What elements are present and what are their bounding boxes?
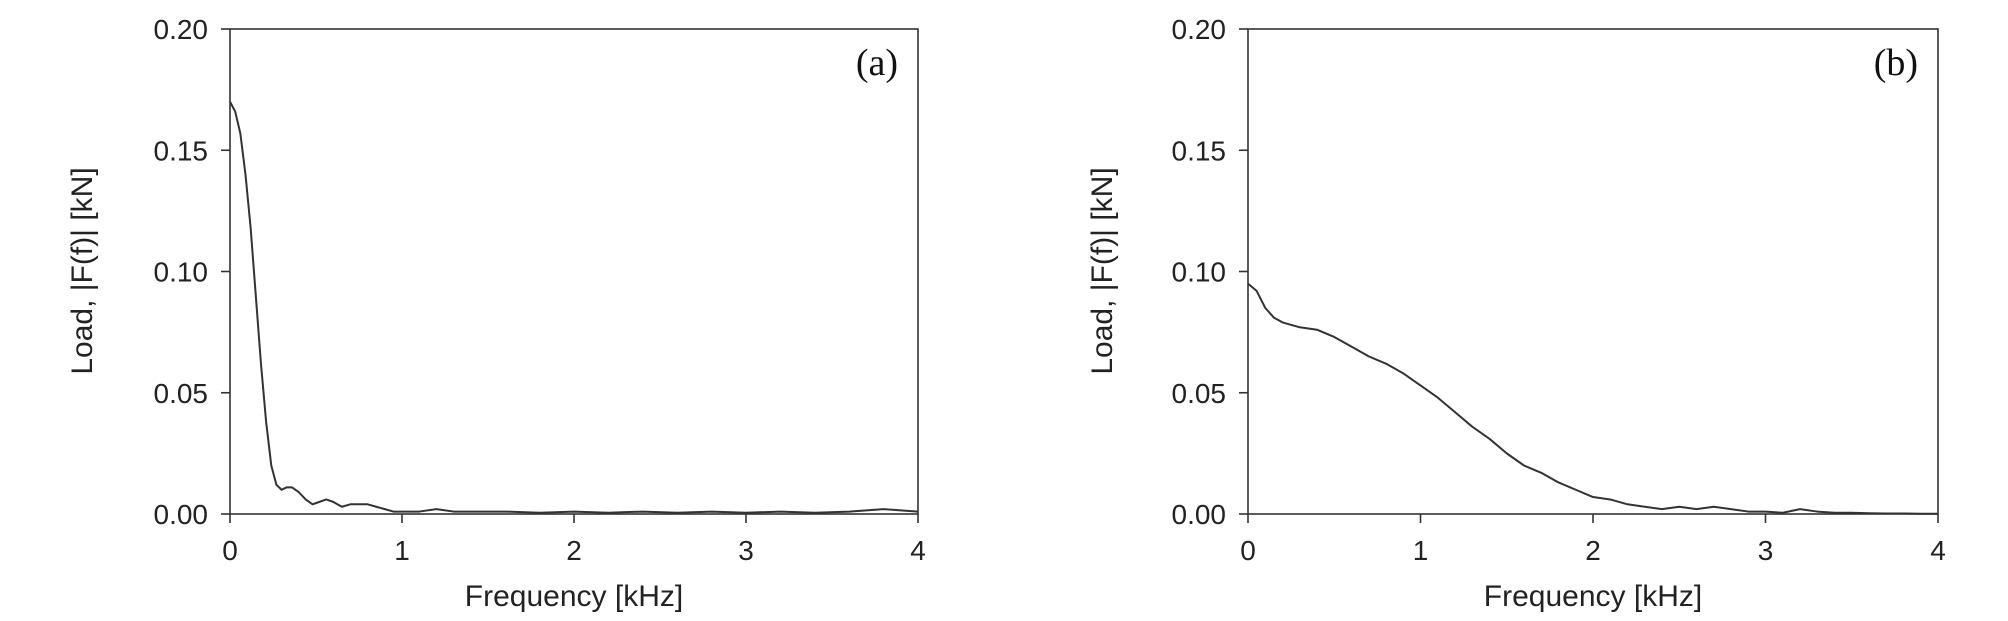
axis-ticks	[1239, 28, 1939, 523]
x-tick-label: 3	[738, 535, 754, 566]
x-axis-label: Frequency [kHz]	[465, 580, 683, 613]
x-tick-label: 4	[910, 535, 926, 566]
plot-frame	[1247, 28, 1939, 515]
y-tick-label: 0.20	[1172, 14, 1227, 45]
y-tick-label: 0.05	[154, 378, 209, 409]
x-tick-label: 2	[1585, 535, 1601, 566]
spectrum-line	[1247, 282, 1938, 515]
y-tick-label: 0.10	[154, 257, 209, 288]
y-tick-label: 0.00	[1172, 499, 1227, 530]
y-axis-label: Load, |F(f)| [kN]	[66, 167, 99, 374]
chart-panel-a: 0 1 2 3 4 0.00 0.05 0.10 0.15 0.20 (a) Frequency…	[66, 14, 926, 613]
x-tick-label: 0	[1240, 535, 1256, 566]
y-tick-labels: 0.00 0.05 0.10 0.15 0.20	[1172, 14, 1227, 530]
chart-panel-b: 0 1 2 3 4 0.00 0.05 0.10 0.15 0.20 (b) Frequency…	[1086, 14, 1946, 613]
x-tick-labels: 0 1 2 3 4	[222, 535, 926, 566]
y-tick-label: 0.20	[154, 14, 209, 45]
x-tick-label: 1	[1413, 535, 1429, 566]
spectrum-line	[229, 101, 919, 514]
y-tick-label: 0.10	[1172, 257, 1227, 288]
panel-label: (a)	[856, 42, 898, 84]
x-tick-label: 0	[222, 535, 238, 566]
x-tick-labels: 0 1 2 3 4	[1240, 535, 1946, 566]
y-tick-label: 0.00	[154, 499, 209, 530]
y-axis-label: Load, |F(f)| [kN]	[1086, 167, 1119, 374]
x-tick-label: 3	[1758, 535, 1774, 566]
y-tick-label: 0.05	[1172, 378, 1227, 409]
x-tick-label: 2	[566, 535, 582, 566]
y-tick-label: 0.15	[154, 135, 209, 166]
y-tick-labels: 0.00 0.05 0.10 0.15 0.20	[154, 14, 209, 530]
x-tick-label: 1	[394, 535, 410, 566]
axis-ticks	[221, 28, 919, 523]
x-axis-label: Frequency [kHz]	[1484, 580, 1702, 613]
panel-label: (b)	[1874, 42, 1918, 84]
x-tick-label: 4	[1930, 535, 1946, 566]
plot-frame	[229, 28, 919, 515]
y-tick-label: 0.15	[1172, 135, 1227, 166]
